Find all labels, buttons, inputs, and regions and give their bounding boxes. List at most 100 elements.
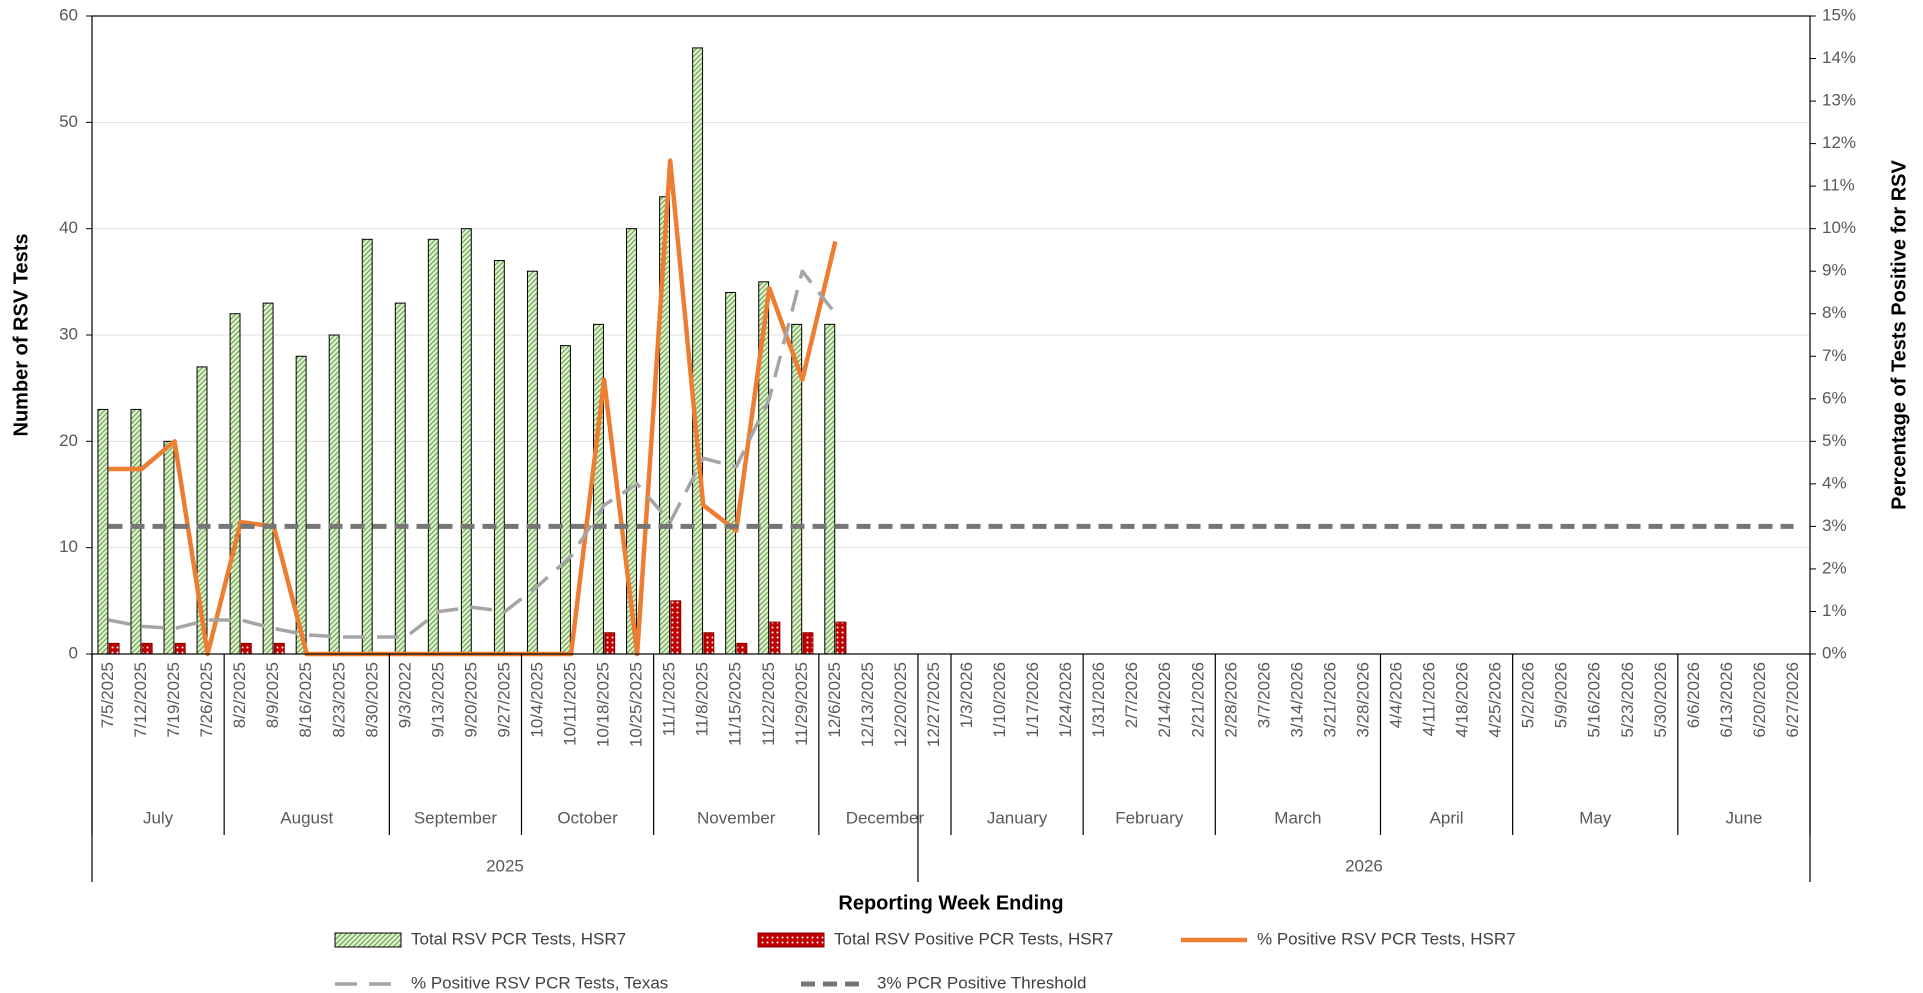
legend-swatch	[334, 932, 402, 948]
bar	[229, 313, 241, 655]
year-label: 2025	[486, 856, 524, 875]
x-tick-label: 1/10/2026	[990, 662, 1009, 738]
x-tick-label: 9/13/2025	[428, 662, 447, 738]
bar	[141, 642, 153, 655]
x-tick-label: 11/1/2025	[660, 662, 679, 736]
x-tick-label: 9/20/2025	[461, 662, 480, 738]
y2-tick-label: 0%	[1822, 643, 1847, 662]
y-axis-title: Number of RSV Tests	[10, 234, 32, 437]
month-label: June	[1725, 808, 1762, 827]
bar	[824, 323, 836, 655]
y-tick-label: 30	[59, 324, 78, 343]
month-label: October	[557, 808, 618, 827]
bar	[526, 270, 538, 655]
x-tick-label: 7/5/2025	[98, 662, 117, 728]
month-label: January	[987, 808, 1048, 827]
x-tick-label: 12/20/2025	[891, 662, 910, 747]
legend-label: 3% PCR Positive Threshold	[877, 973, 1086, 992]
x-tick-label: 9/3/2022	[395, 662, 414, 728]
bar	[493, 260, 505, 655]
x-tick-label: 8/2/2025	[230, 662, 249, 728]
x-tick-label: 1/24/2026	[1056, 662, 1075, 738]
x-tick-label: 6/27/2026	[1783, 662, 1802, 738]
legend-label: % Positive RSV PCR Tests, Texas	[411, 973, 668, 992]
y2-tick-label: 1%	[1822, 601, 1847, 620]
x-tick-label: 2/28/2026	[1221, 662, 1240, 738]
y2-tick-label: 3%	[1822, 516, 1847, 535]
month-label: March	[1274, 808, 1321, 827]
x-tick-label: 4/4/2026	[1387, 662, 1406, 728]
x-tick-label: 12/27/2025	[924, 662, 943, 747]
bar	[262, 302, 274, 655]
bar	[736, 642, 748, 655]
y2-tick-label: 13%	[1822, 91, 1856, 110]
bar	[328, 334, 340, 655]
y2-axis-title: Percentage of Tests Positive for RSV	[1888, 159, 1910, 509]
x-tick-label: 8/16/2025	[296, 662, 315, 738]
y2-tick-label: 7%	[1822, 346, 1847, 365]
y2-tick-label: 10%	[1822, 218, 1856, 237]
x-tick-label: 8/23/2025	[329, 662, 348, 738]
x-tick-label: 12/13/2025	[858, 662, 877, 747]
x-tick-label: 3/21/2026	[1320, 662, 1339, 738]
x-tick-label: 2/7/2026	[1122, 662, 1141, 728]
x-tick-label: 11/8/2025	[693, 662, 712, 736]
x-tick-label: 6/6/2026	[1684, 662, 1703, 728]
x-tick-label: 5/23/2026	[1618, 662, 1637, 738]
y2-tick-label: 15%	[1822, 5, 1856, 24]
month-label: November	[697, 808, 776, 827]
legend-label: Total RSV Positive PCR Tests, HSR7	[834, 929, 1113, 948]
y2-tick-label: 8%	[1822, 303, 1847, 322]
x-tick-label: 1/3/2026	[957, 662, 976, 728]
month-label: February	[1115, 808, 1184, 827]
y-tick-label: 20	[59, 431, 78, 450]
bar	[295, 355, 307, 655]
x-tick-label: 5/16/2026	[1585, 662, 1604, 738]
x-tick-label: 6/20/2026	[1750, 662, 1769, 738]
bar	[559, 345, 571, 655]
bar	[273, 642, 285, 655]
x-tick-label: 6/13/2026	[1717, 662, 1736, 738]
x-tick-label: 4/18/2026	[1453, 662, 1472, 738]
y2-tick-label: 12%	[1822, 133, 1856, 152]
x-axis-title: Reporting Week Ending	[838, 892, 1063, 914]
bar	[769, 621, 781, 655]
bar	[394, 302, 406, 655]
bar	[703, 632, 715, 655]
bar	[593, 323, 604, 655]
y-tick-label: 40	[59, 218, 78, 237]
y-tick-label: 10	[59, 537, 78, 556]
bar	[97, 408, 109, 655]
x-tick-label: 9/27/2025	[494, 662, 513, 738]
y2-tick-label: 6%	[1822, 388, 1847, 407]
x-tick-label: 11/22/2025	[759, 662, 778, 746]
month-label: May	[1579, 808, 1612, 827]
x-tick-label: 3/28/2026	[1353, 662, 1372, 738]
x-tick-label: 2/21/2026	[1188, 662, 1207, 738]
month-label: July	[143, 808, 174, 827]
bar	[130, 408, 142, 655]
x-tick-label: 7/12/2025	[131, 662, 150, 738]
x-tick-label: 2/14/2026	[1155, 662, 1174, 738]
y2-tick-label: 4%	[1822, 473, 1847, 492]
y2-tick-label: 2%	[1822, 558, 1847, 577]
y2-tick-label: 9%	[1822, 261, 1847, 280]
bar	[604, 632, 616, 655]
x-tick-label: 5/30/2026	[1651, 662, 1670, 738]
x-tick-label: 8/9/2025	[263, 662, 282, 728]
y2-tick-label: 11%	[1822, 176, 1855, 195]
x-tick-label: 11/29/2025	[792, 662, 811, 746]
x-tick-label: 5/2/2026	[1519, 662, 1538, 728]
x-tick-label: 3/14/2026	[1287, 662, 1306, 738]
line-series	[108, 269, 837, 639]
y2-tick-label: 5%	[1822, 431, 1847, 450]
x-tick-label: 1/17/2026	[1023, 662, 1042, 738]
bar	[361, 238, 373, 655]
legend-label: Total RSV PCR Tests, HSR7	[411, 929, 626, 948]
bar	[427, 238, 439, 655]
x-tick-label: 12/6/2025	[825, 662, 844, 738]
y-tick-label: 60	[59, 5, 78, 24]
x-tick-label: 3/7/2026	[1254, 662, 1273, 728]
x-tick-label: 7/19/2025	[164, 662, 183, 738]
y2-tick-label: 14%	[1822, 48, 1856, 67]
